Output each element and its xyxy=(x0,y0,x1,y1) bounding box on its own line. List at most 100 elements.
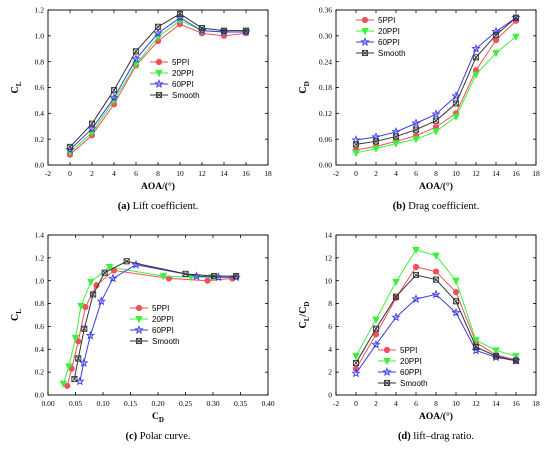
x-tick-label: 0.30 xyxy=(206,399,219,408)
legend: 5PPI 20PPI 60PPI Smooth xyxy=(378,346,428,388)
x-tick-label: 16 xyxy=(242,169,250,178)
x-tick-label: 4 xyxy=(112,169,116,178)
data-point-smooth xyxy=(412,271,420,279)
legend-label-5ppi: 5PPI xyxy=(400,346,417,355)
data-point-smooth xyxy=(512,357,520,364)
legend-label-smooth: Smooth xyxy=(400,379,428,388)
legend-marker-60ppi xyxy=(134,325,144,334)
data-point-20ppi xyxy=(159,273,168,281)
data-point-smooth xyxy=(233,273,240,280)
data-point-smooth xyxy=(220,27,228,34)
legend: 5PPI 20PPI 60PPI Smooth xyxy=(130,304,180,346)
y-tick-label: 0.12 xyxy=(319,109,332,118)
y-tick-label: 0.8 xyxy=(35,299,45,308)
x-tick-label: 4 xyxy=(394,169,398,178)
y-tick-label: 14 xyxy=(325,231,333,240)
x-tick-label: 8 xyxy=(156,169,160,178)
x-axis-label: AOA/(°) xyxy=(419,181,453,192)
legend-label-5ppi: 5PPI xyxy=(172,58,189,67)
panel-polar-curve: 0.00 0.05 0.10 0.15 0.20 0.25 0.30 0.35 0.40 0.0 0… xyxy=(10,231,275,442)
data-point-smooth xyxy=(66,143,74,150)
x-tick-label: 10 xyxy=(176,169,184,178)
legend-label-5ppi: 5PPI xyxy=(378,16,395,25)
legend-label-5ppi: 5PPI xyxy=(152,304,169,313)
data-point-smooth xyxy=(392,133,400,140)
y-tick-label: 12 xyxy=(325,253,333,262)
y-tick-label: 10 xyxy=(325,276,333,285)
y-tick-label: 4 xyxy=(328,345,332,354)
y-tick-label: 1.2 xyxy=(35,253,45,262)
legend-marker-5ppi xyxy=(361,16,369,24)
legend-marker-5ppi xyxy=(383,346,391,354)
data-point-20ppi xyxy=(412,136,420,144)
y-tick-label: 0.0 xyxy=(35,161,45,170)
legend-marker-5ppi xyxy=(135,304,143,312)
legend-marker-20ppi xyxy=(383,357,391,366)
x-tick-label: 12 xyxy=(198,169,206,178)
x-axis-label: AOA/(°) xyxy=(419,411,453,422)
data-point-smooth xyxy=(512,14,520,21)
data-point-smooth xyxy=(452,298,460,305)
series-line-60ppi xyxy=(69,17,246,150)
x-tick-label: -2 xyxy=(333,169,339,178)
x-tick-label: 0.05 xyxy=(69,399,82,408)
data-point-20ppi xyxy=(472,337,480,345)
data-point-smooth xyxy=(372,138,380,145)
data-point-smooth xyxy=(182,270,189,277)
legend-label-60ppi: 60PPI xyxy=(400,368,422,377)
data-point-60ppi xyxy=(153,28,163,38)
y-tick-label: 1.4 xyxy=(35,231,45,240)
panel-caption: (a) Lift coefficient. xyxy=(118,201,199,212)
y-axis-label: CL/CD xyxy=(298,302,311,329)
data-point-smooth xyxy=(123,258,130,265)
x-tick-label: 0 xyxy=(354,399,358,408)
x-tick-label: 6 xyxy=(414,169,418,178)
data-point-smooth xyxy=(101,269,108,276)
data-point-5ppi xyxy=(452,289,460,296)
legend-marker-smooth xyxy=(155,91,163,99)
data-point-20ppi xyxy=(432,128,440,136)
x-tick-label: 0.20 xyxy=(151,399,164,408)
series-line-20ppi xyxy=(355,249,517,357)
legend-marker-smooth xyxy=(383,379,391,387)
legend-label-60ppi: 60PPI xyxy=(172,80,194,89)
legend-marker-smooth xyxy=(135,337,143,345)
legend-label-20ppi: 20PPI xyxy=(172,69,194,78)
x-tick-label: 10 xyxy=(452,169,460,178)
data-point-smooth xyxy=(372,325,380,332)
legend-marker-20ppi xyxy=(135,315,143,324)
data-point-20ppi xyxy=(372,145,380,153)
data-point-60ppi xyxy=(351,368,361,378)
x-tick-label: 18 xyxy=(532,399,540,408)
y-tick-label: 0.24 xyxy=(319,57,332,66)
y-tick-label: 6 xyxy=(328,322,332,331)
data-point-60ppi xyxy=(96,296,106,306)
x-tick-label: 18 xyxy=(532,169,540,178)
data-point-20ppi xyxy=(65,363,73,371)
legend-marker-20ppi xyxy=(155,70,163,78)
x-tick-label: 8 xyxy=(434,399,438,408)
data-point-60ppi xyxy=(108,273,118,283)
x-tick-label: 14 xyxy=(492,169,500,178)
data-point-20ppi xyxy=(392,278,400,287)
y-axis-label: CL xyxy=(10,81,23,93)
data-point-20ppi xyxy=(352,149,360,158)
data-point-20ppi xyxy=(132,61,140,69)
data-point-20ppi xyxy=(472,71,480,79)
data-point-20ppi xyxy=(372,316,380,324)
panel-lift-drag-ratio: -2 0 2 4 6 8 10 12 14 16 1802468101214AOA/(°)CL/CD… xyxy=(298,231,540,442)
data-point-5ppi xyxy=(165,275,173,282)
data-point-20ppi xyxy=(352,353,360,361)
data-point-60ppi xyxy=(471,43,481,53)
data-point-5ppi xyxy=(412,263,420,271)
y-tick-label: 0.6 xyxy=(35,83,45,92)
data-point-5ppi xyxy=(204,277,211,284)
y-tick-label: 1.2 xyxy=(35,6,45,15)
y-tick-label: 0.36 xyxy=(319,6,332,15)
data-point-20ppi xyxy=(412,246,420,255)
legend-marker-smooth xyxy=(361,49,369,57)
legend-marker-20ppi xyxy=(361,27,369,36)
data-point-20ppi xyxy=(77,302,85,311)
data-point-smooth xyxy=(352,141,360,148)
data-point-20ppi xyxy=(87,278,95,287)
